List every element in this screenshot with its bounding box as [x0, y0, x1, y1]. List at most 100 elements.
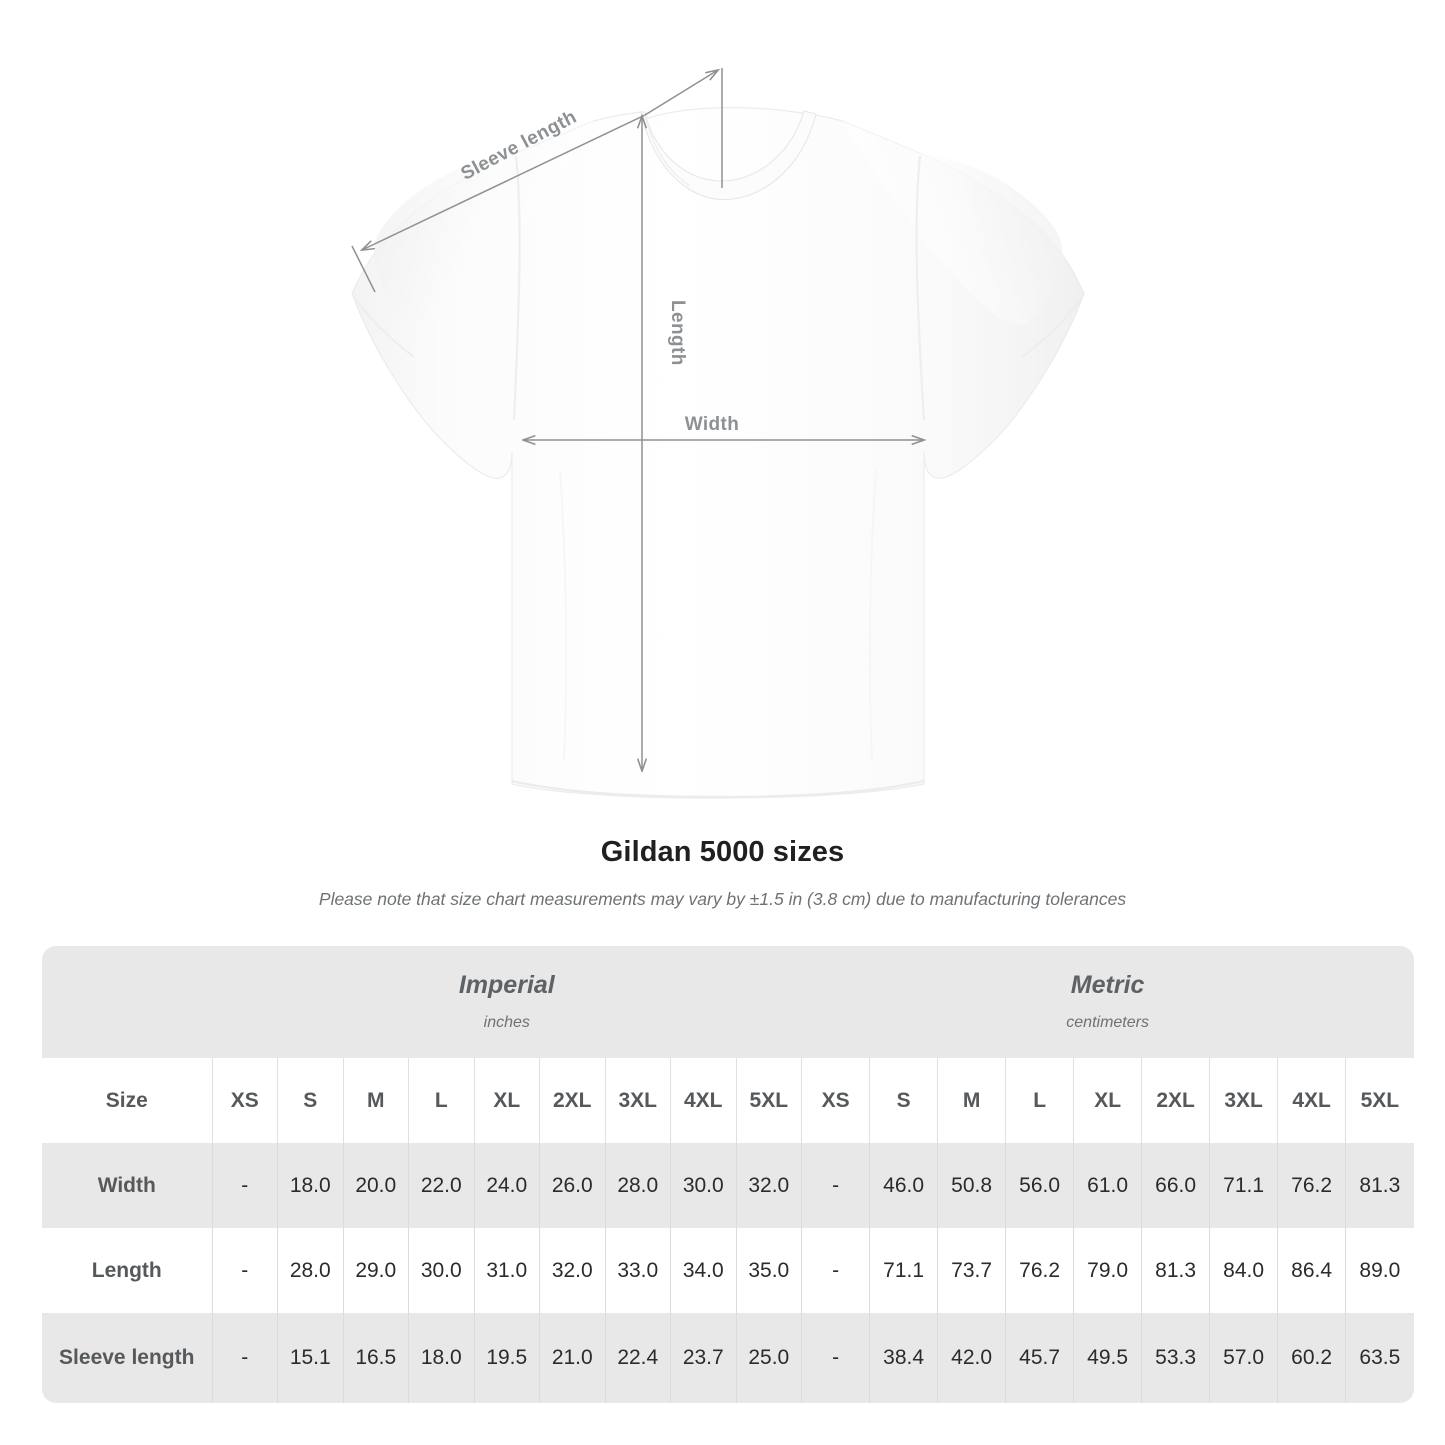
table-row: Sleeve length - 15.1 16.5 18.0 19.5 21.0…: [42, 1313, 1414, 1403]
cell-width-metric-xl: 61.0: [1073, 1143, 1142, 1228]
unit-group-imperial: Imperial inches: [212, 946, 802, 1058]
cell-width-metric-3xl: 71.1: [1209, 1143, 1278, 1228]
cell-width-imperial-4xl: 30.0: [670, 1143, 736, 1228]
size-header-metric-l: L: [1005, 1058, 1074, 1143]
cell-width-metric-xs: -: [801, 1143, 870, 1228]
table-row: Length - 28.0 29.0 30.0 31.0 32.0 33.0 3…: [42, 1228, 1414, 1313]
cell-sleeve-metric-3xl: 57.0: [1209, 1313, 1278, 1403]
unit-metric-name: Metric: [1070, 971, 1145, 1000]
cell-sleeve-imperial-xl: 19.5: [473, 1313, 540, 1403]
size-header-imperial-l: L: [408, 1058, 474, 1143]
cell-width-imperial-xl: 24.0: [473, 1143, 540, 1228]
cell-length-metric-l: 76.2: [1005, 1228, 1074, 1313]
size-header-imperial-m: M: [342, 1058, 409, 1143]
table-row: Width - 18.0 20.0 22.0 24.0 26.0 28.0 30…: [42, 1143, 1414, 1228]
tshirt-svg: Sleeve length Length Width: [351, 68, 1085, 799]
measurement-annotations: [351, 68, 924, 770]
cell-length-metric-5xl: 89.0: [1345, 1228, 1414, 1313]
size-header-imperial-2xl: 2XL: [539, 1058, 605, 1143]
cell-length-imperial-5xl: 35.0: [735, 1228, 802, 1313]
cell-width-metric-4xl: 76.2: [1277, 1143, 1346, 1228]
cell-length-imperial-m: 29.0: [342, 1228, 409, 1313]
size-header-metric-s: S: [869, 1058, 938, 1143]
cell-length-imperial-xs: -: [211, 1228, 278, 1313]
row-label-width: Width: [42, 1143, 212, 1228]
unit-imperial-sub: inches: [483, 1013, 530, 1031]
cell-sleeve-metric-4xl: 60.2: [1277, 1313, 1346, 1403]
width-label-text: Width: [685, 414, 740, 435]
size-header-imperial-s: S: [277, 1058, 343, 1143]
cell-width-imperial-m: 20.0: [342, 1143, 409, 1228]
cell-length-metric-m: 73.7: [937, 1228, 1006, 1313]
cell-width-imperial-2xl: 26.0: [539, 1143, 605, 1228]
cell-length-imperial-xl: 31.0: [473, 1228, 540, 1313]
size-header-label: Size: [42, 1058, 212, 1143]
unit-band-row: Imperial inches Metric centimeters: [42, 946, 1414, 1058]
size-header-metric-5xl: 5XL: [1345, 1058, 1414, 1143]
cell-sleeve-metric-l: 45.7: [1005, 1313, 1074, 1403]
cell-length-imperial-4xl: 34.0: [670, 1228, 736, 1313]
cell-sleeve-imperial-2xl: 21.0: [539, 1313, 605, 1403]
tshirt-shape: [351, 107, 1085, 799]
size-header-imperial-5xl: 5XL: [735, 1058, 802, 1143]
page-subtitle: Please note that size chart measurements…: [318, 889, 1127, 909]
size-header-metric-2xl: 2XL: [1141, 1058, 1210, 1143]
unit-metric-sub: centimeters: [1066, 1013, 1149, 1031]
row-label-sleeve-length: Sleeve length: [42, 1313, 212, 1403]
title-block: Gildan 5000 sizes Please note that size …: [0, 836, 1445, 910]
cell-sleeve-metric-2xl: 53.3: [1141, 1313, 1210, 1403]
cell-width-imperial-5xl: 32.0: [735, 1143, 802, 1228]
size-header-metric-3xl: 3XL: [1209, 1058, 1278, 1143]
row-label-length: Length: [42, 1228, 212, 1313]
cell-sleeve-metric-s: 38.4: [869, 1313, 938, 1403]
tshirt-diagram: Sleeve length Length Width: [351, 68, 1085, 799]
size-table-wrapper: Imperial inches Metric centimeters Size …: [42, 946, 1414, 1403]
cell-width-imperial-3xl: 28.0: [604, 1143, 671, 1228]
cell-length-metric-4xl: 86.4: [1277, 1228, 1346, 1313]
cell-width-metric-m: 50.8: [937, 1143, 1006, 1228]
size-header-metric-m: M: [937, 1058, 1006, 1143]
cell-width-imperial-xs: -: [211, 1143, 278, 1228]
cell-sleeve-imperial-s: 15.1: [277, 1313, 343, 1403]
unit-band-spacer: [42, 946, 212, 1058]
size-header-metric-xs: XS: [801, 1058, 870, 1143]
cell-sleeve-imperial-4xl: 23.7: [670, 1313, 736, 1403]
cell-sleeve-imperial-xs: -: [211, 1313, 278, 1403]
sleeve-ref-line-left: [351, 245, 376, 293]
cell-width-metric-l: 56.0: [1005, 1143, 1074, 1228]
size-header-metric-4xl: 4XL: [1277, 1058, 1346, 1143]
size-header-imperial-4xl: 4XL: [670, 1058, 736, 1143]
cell-length-imperial-2xl: 32.0: [539, 1228, 605, 1313]
cell-sleeve-imperial-l: 18.0: [408, 1313, 474, 1403]
size-header-metric-xl: XL: [1073, 1058, 1142, 1143]
cell-length-metric-xs: -: [801, 1228, 870, 1313]
cell-width-metric-2xl: 66.0: [1141, 1143, 1210, 1228]
size-header-imperial-3xl: 3XL: [604, 1058, 671, 1143]
cell-width-metric-s: 46.0: [869, 1143, 938, 1228]
cell-sleeve-metric-m: 42.0: [937, 1313, 1006, 1403]
cell-sleeve-imperial-m: 16.5: [342, 1313, 409, 1403]
cell-length-metric-xl: 79.0: [1073, 1228, 1142, 1313]
cell-width-imperial-s: 18.0: [277, 1143, 343, 1228]
cell-length-imperial-s: 28.0: [277, 1228, 343, 1313]
cell-width-metric-5xl: 81.3: [1345, 1143, 1414, 1228]
size-header-imperial-xl: XL: [473, 1058, 540, 1143]
cell-width-imperial-l: 22.0: [408, 1143, 474, 1228]
unit-group-metric: Metric centimeters: [801, 946, 1414, 1058]
size-header-row: Size XS S M L XL 2XL 3XL 4XL 5XL XS S M …: [42, 1058, 1414, 1143]
cell-length-metric-2xl: 81.3: [1141, 1228, 1210, 1313]
unit-imperial-name: Imperial: [458, 971, 555, 1000]
cell-sleeve-imperial-5xl: 25.0: [735, 1313, 802, 1403]
length-label-text: Length: [667, 300, 688, 366]
page-title: Gildan 5000 sizes: [600, 836, 845, 868]
cell-sleeve-metric-xs: -: [801, 1313, 870, 1403]
size-header-imperial-xs: XS: [211, 1058, 278, 1143]
cell-length-metric-3xl: 84.0: [1209, 1228, 1278, 1313]
cell-length-metric-s: 71.1: [869, 1228, 938, 1313]
size-table: Imperial inches Metric centimeters Size …: [42, 946, 1414, 1403]
cell-length-imperial-l: 30.0: [408, 1228, 474, 1313]
sleeve-arrow-upper: [644, 70, 718, 116]
sleeve-arrow-diagonal: [362, 114, 646, 250]
cell-length-imperial-3xl: 33.0: [604, 1228, 671, 1313]
